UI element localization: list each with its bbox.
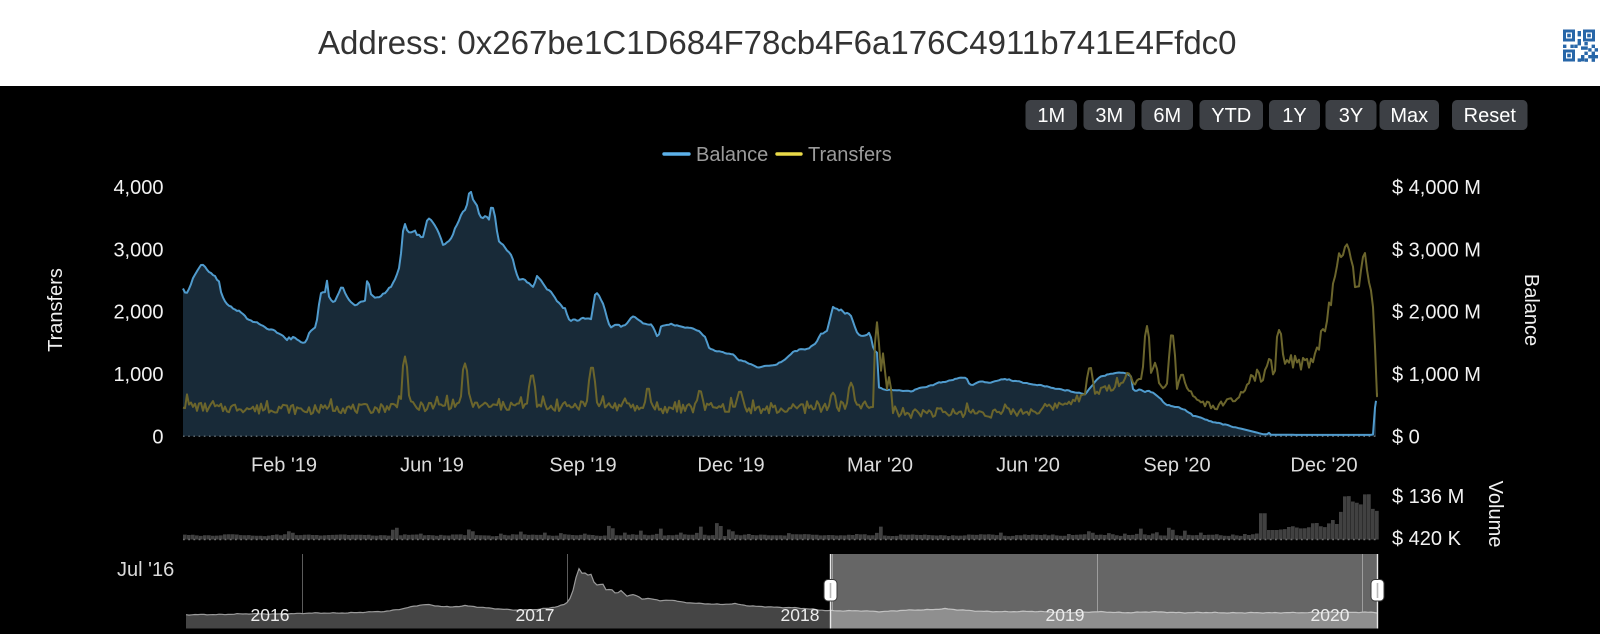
svg-text:6M: 6M (1153, 105, 1181, 127)
svg-text:Balance: Balance (696, 144, 768, 166)
svg-text:Max: Max (1390, 105, 1428, 127)
svg-text:Jun '20: Jun '20 (996, 455, 1060, 477)
svg-text:Dec '19: Dec '19 (697, 455, 764, 477)
svg-text:Jun '19: Jun '19 (400, 455, 464, 477)
svg-text:Transfers: Transfers (808, 144, 892, 166)
svg-text:0: 0 (152, 426, 163, 448)
svg-text:3,000: 3,000 (113, 239, 163, 261)
svg-text:1M: 1M (1037, 105, 1065, 127)
svg-text:4,000: 4,000 (113, 177, 163, 199)
svg-text:Sep '19: Sep '19 (549, 455, 616, 477)
svg-text:2017: 2017 (516, 605, 555, 625)
svg-text:2019: 2019 (1046, 605, 1085, 625)
svg-text:3M: 3M (1095, 105, 1123, 127)
svg-text:Reset: Reset (1464, 105, 1517, 127)
svg-text:Dec '20: Dec '20 (1290, 455, 1357, 477)
svg-text:1,000: 1,000 (113, 364, 163, 386)
svg-text:$ 1,000 M: $ 1,000 M (1392, 364, 1481, 386)
svg-text:2020: 2020 (1311, 605, 1350, 625)
svg-text:Balance: Balance (1520, 274, 1542, 346)
svg-text:Jul '16: Jul '16 (117, 559, 174, 581)
svg-text:$ 3,000 M: $ 3,000 M (1392, 239, 1481, 261)
svg-text:Mar '20: Mar '20 (847, 455, 913, 477)
svg-text:$ 0: $ 0 (1392, 426, 1420, 448)
svg-text:1Y: 1Y (1282, 105, 1306, 127)
svg-text:Sep '20: Sep '20 (1143, 455, 1210, 477)
svg-text:Volume: Volume (1484, 481, 1506, 548)
svg-text:2016: 2016 (251, 605, 290, 625)
svg-text:2018: 2018 (781, 605, 820, 625)
svg-text:$ 2,000 M: $ 2,000 M (1392, 302, 1481, 324)
svg-text:Feb '19: Feb '19 (251, 455, 317, 477)
svg-text:Address: 0x267be1C1D684F78cb4F: Address: 0x267be1C1D684F78cb4F6a176C4911… (318, 24, 1237, 61)
svg-text:YTD: YTD (1211, 105, 1251, 127)
svg-text:Transfers: Transfers (45, 268, 67, 352)
svg-text:3Y: 3Y (1339, 105, 1363, 127)
svg-text:$ 4,000 M: $ 4,000 M (1392, 177, 1481, 199)
svg-text:$ 420 K: $ 420 K (1392, 528, 1462, 550)
svg-text:$ 136 M: $ 136 M (1392, 486, 1464, 508)
svg-text:2,000: 2,000 (113, 302, 163, 324)
